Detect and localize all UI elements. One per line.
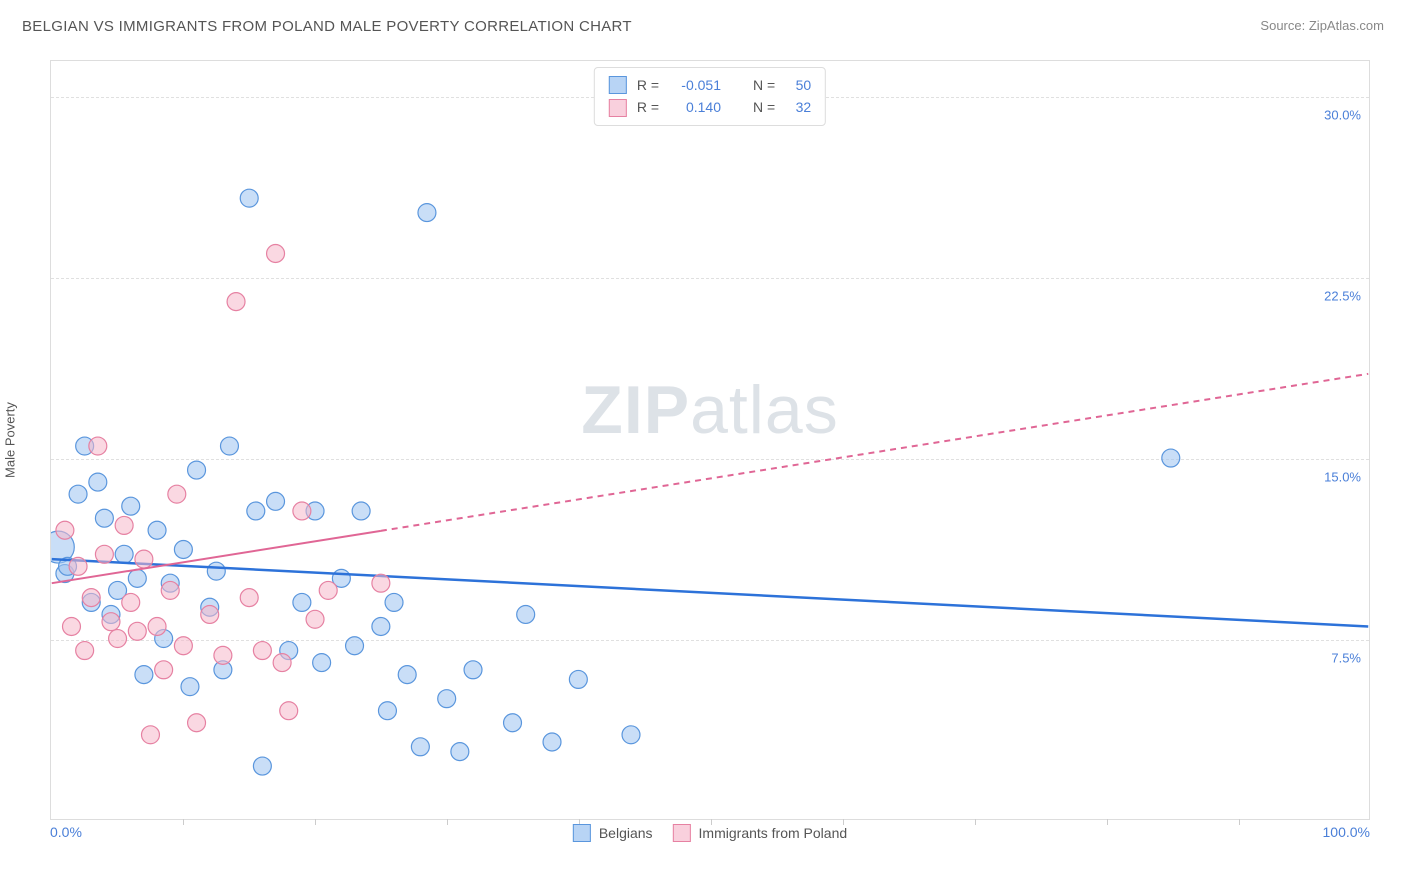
- legend-swatch: [609, 99, 627, 117]
- data-point: [464, 661, 482, 679]
- data-point: [161, 581, 179, 599]
- data-point: [155, 661, 173, 679]
- data-point: [1162, 449, 1180, 467]
- data-point: [293, 593, 311, 611]
- data-point: [346, 637, 364, 655]
- data-point: [188, 714, 206, 732]
- data-point: [122, 593, 140, 611]
- legend-item: Immigrants from Poland: [673, 824, 848, 842]
- data-point: [247, 502, 265, 520]
- data-point: [240, 189, 258, 207]
- stat-n-value: 32: [785, 96, 811, 118]
- source-link[interactable]: ZipAtlas.com: [1309, 18, 1384, 33]
- data-point: [319, 581, 337, 599]
- data-point: [313, 654, 331, 672]
- data-point: [253, 757, 271, 775]
- data-point: [267, 492, 285, 510]
- series-legend: Belgians Immigrants from Poland: [573, 824, 847, 842]
- x-axis-row: 0.0% Belgians Immigrants from Poland 100.…: [50, 824, 1370, 854]
- scatter-plot-svg: [51, 61, 1369, 819]
- stat-n-label: N =: [753, 74, 775, 96]
- data-point: [418, 204, 436, 222]
- legend-swatch: [609, 76, 627, 94]
- data-point: [504, 714, 522, 732]
- data-point: [517, 605, 535, 623]
- data-point: [135, 550, 153, 568]
- data-point: [69, 485, 87, 503]
- trendline-dashed: [381, 374, 1368, 531]
- x-axis-min-label: 0.0%: [50, 824, 82, 840]
- correlation-legend-row: R = 0.140 N = 32: [609, 96, 811, 118]
- data-point: [148, 521, 166, 539]
- data-point: [438, 690, 456, 708]
- correlation-legend: R = -0.051 N = 50 R = 0.140 N = 32: [594, 67, 826, 126]
- data-point: [214, 646, 232, 664]
- data-point: [451, 743, 469, 761]
- chart-title: BELGIAN VS IMMIGRANTS FROM POLAND MALE P…: [22, 18, 632, 35]
- stat-r-label: R =: [637, 96, 659, 118]
- stat-n-label: N =: [753, 96, 775, 118]
- data-point: [622, 726, 640, 744]
- legend-label: Immigrants from Poland: [699, 825, 848, 841]
- data-point: [306, 610, 324, 628]
- data-point: [273, 654, 291, 672]
- data-point: [398, 666, 416, 684]
- data-point: [280, 702, 298, 720]
- data-point: [135, 666, 153, 684]
- legend-label: Belgians: [599, 825, 653, 841]
- x-axis-max-label: 100.0%: [1323, 824, 1370, 840]
- data-point: [372, 618, 390, 636]
- data-point: [411, 738, 429, 756]
- data-point: [115, 516, 133, 534]
- data-point: [63, 618, 81, 636]
- data-point: [253, 642, 271, 660]
- data-point: [293, 502, 311, 520]
- data-point: [56, 521, 74, 539]
- data-point: [227, 293, 245, 311]
- data-point: [95, 509, 113, 527]
- data-point: [267, 245, 285, 263]
- data-point: [201, 605, 219, 623]
- data-point: [89, 473, 107, 491]
- data-point: [69, 557, 87, 575]
- data-point: [128, 622, 146, 640]
- data-point: [188, 461, 206, 479]
- data-point: [240, 589, 258, 607]
- correlation-legend-row: R = -0.051 N = 50: [609, 74, 811, 96]
- legend-swatch: [673, 824, 691, 842]
- data-point: [89, 437, 107, 455]
- chart-area: ZIPatlas R = -0.051 N = 50 R = 0.140 N =…: [50, 60, 1370, 820]
- data-point: [95, 545, 113, 563]
- legend-item: Belgians: [573, 824, 653, 842]
- data-point: [128, 569, 146, 587]
- data-point: [76, 642, 94, 660]
- stat-r-value: 0.140: [669, 96, 721, 118]
- data-point: [207, 562, 225, 580]
- data-point: [148, 618, 166, 636]
- legend-swatch: [573, 824, 591, 842]
- stat-n-value: 50: [785, 74, 811, 96]
- stat-r-value: -0.051: [669, 74, 721, 96]
- data-point: [142, 726, 160, 744]
- data-point: [181, 678, 199, 696]
- data-point: [82, 589, 100, 607]
- data-point: [220, 437, 238, 455]
- data-point: [115, 545, 133, 563]
- data-point: [385, 593, 403, 611]
- data-point: [122, 497, 140, 515]
- data-point: [372, 574, 390, 592]
- data-point: [174, 541, 192, 559]
- data-point: [109, 630, 127, 648]
- data-point: [569, 670, 587, 688]
- source-attribution: Source: ZipAtlas.com: [1260, 18, 1384, 33]
- stat-r-label: R =: [637, 74, 659, 96]
- y-axis-label: Male Poverty: [3, 402, 18, 478]
- data-point: [102, 613, 120, 631]
- data-point: [174, 637, 192, 655]
- data-point: [168, 485, 186, 503]
- data-point: [352, 502, 370, 520]
- data-point: [543, 733, 561, 751]
- data-point: [378, 702, 396, 720]
